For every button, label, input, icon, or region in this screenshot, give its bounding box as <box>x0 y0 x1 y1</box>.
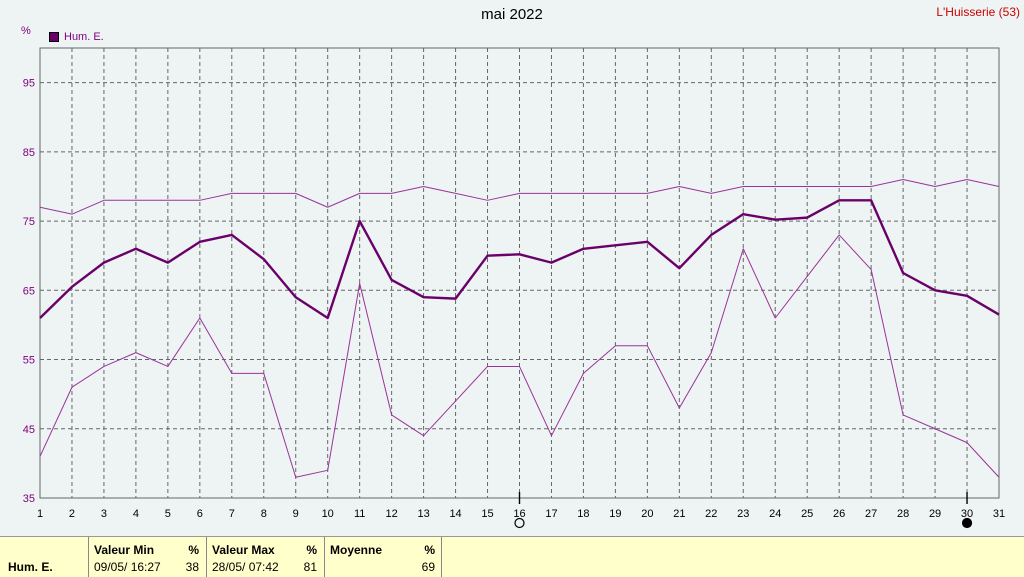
chart-title: mai 2022 <box>481 6 543 23</box>
x-tick-label: 23 <box>737 508 749 520</box>
x-tick-label: 25 <box>801 508 813 520</box>
y-tick-label: 75 <box>23 216 35 228</box>
x-tick-label: 7 <box>229 508 235 520</box>
stat-max: Valeur Max % 28/05/ 07:42 81 <box>206 537 323 577</box>
x-tick-label: 14 <box>449 508 461 520</box>
x-tick-label: 30 <box>961 508 973 520</box>
stat-max-time: 28/05/ 07:42 <box>212 560 279 574</box>
stat-avg: Moyenne % 69 <box>324 537 441 577</box>
x-tick-label: 3 <box>101 508 107 520</box>
stats-bar: Hum. E. Valeur Min % 09/05/ 16:27 38 Val… <box>0 536 1024 577</box>
x-tick-label: 22 <box>705 508 717 520</box>
series <box>39 179 1000 478</box>
series-line-min <box>39 234 1000 478</box>
stat-min-time: 09/05/ 16:27 <box>94 560 161 574</box>
x-tick-label: 19 <box>609 508 621 520</box>
stat-min-unit: % <box>188 543 199 557</box>
new-moon-icon <box>961 517 973 529</box>
series-line-max <box>39 179 1000 215</box>
stats-series-label: Hum. E. <box>8 560 53 574</box>
legend-swatch <box>49 32 59 42</box>
x-tick-label: 27 <box>865 508 877 520</box>
y-tick-label: 65 <box>23 285 35 297</box>
x-tick-label: 13 <box>417 508 429 520</box>
x-tick-label: 5 <box>165 508 171 520</box>
x-tick-label: 15 <box>481 508 493 520</box>
x-tick-label: 10 <box>322 508 334 520</box>
x-tick-label: 8 <box>261 508 267 520</box>
y-tick-label: 35 <box>23 493 35 505</box>
stat-min-value: 38 <box>185 560 199 574</box>
x-tick-label: 11 <box>354 508 365 520</box>
x-tick-label: 29 <box>929 508 941 520</box>
series-line-mean <box>39 199 1000 320</box>
x-tick-label: 31 <box>993 508 1005 520</box>
x-tick-label: 9 <box>293 508 299 520</box>
x-tick-label: 16 <box>513 508 525 520</box>
stat-min: Valeur Min % 09/05/ 16:27 38 <box>88 537 205 577</box>
x-tick-label: 20 <box>641 508 653 520</box>
x-tick-label: 26 <box>833 508 845 520</box>
x-tick-label: 12 <box>386 508 398 520</box>
y-axis-unit: % <box>21 25 31 37</box>
y-tick-label: 45 <box>23 424 35 436</box>
station-location: L'Huisserie (53) <box>936 5 1020 19</box>
x-tick-label: 1 <box>37 508 43 520</box>
stat-max-unit: % <box>306 543 317 557</box>
stat-min-label: Valeur Min <box>94 543 155 557</box>
x-tick-label: 6 <box>197 508 203 520</box>
x-tick-label: 18 <box>577 508 589 520</box>
x-tick-label: 21 <box>673 508 685 520</box>
x-tick-label: 2 <box>69 508 75 520</box>
x-tick-label: 17 <box>545 508 557 520</box>
moon-markers <box>514 492 973 529</box>
y-tick-label: 55 <box>23 355 35 367</box>
grid <box>39 47 1000 499</box>
full-moon-icon <box>514 517 525 529</box>
stat-max-label: Valeur Max <box>212 543 275 557</box>
y-tick-label: 85 <box>23 147 35 159</box>
x-tick-label: 28 <box>897 508 909 520</box>
x-tick-label: 4 <box>133 508 139 520</box>
stat-max-value: 81 <box>303 560 317 574</box>
stat-avg-label: Moyenne <box>330 543 383 557</box>
x-tick-label: 24 <box>769 508 781 520</box>
stat-avg-value: 69 <box>421 560 435 574</box>
legend-label: Hum. E. <box>64 31 104 43</box>
stat-avg-unit: % <box>424 543 435 557</box>
stats-divider <box>441 537 442 577</box>
legend: Hum. E. <box>49 31 104 43</box>
y-tick-label: 95 <box>23 78 35 90</box>
